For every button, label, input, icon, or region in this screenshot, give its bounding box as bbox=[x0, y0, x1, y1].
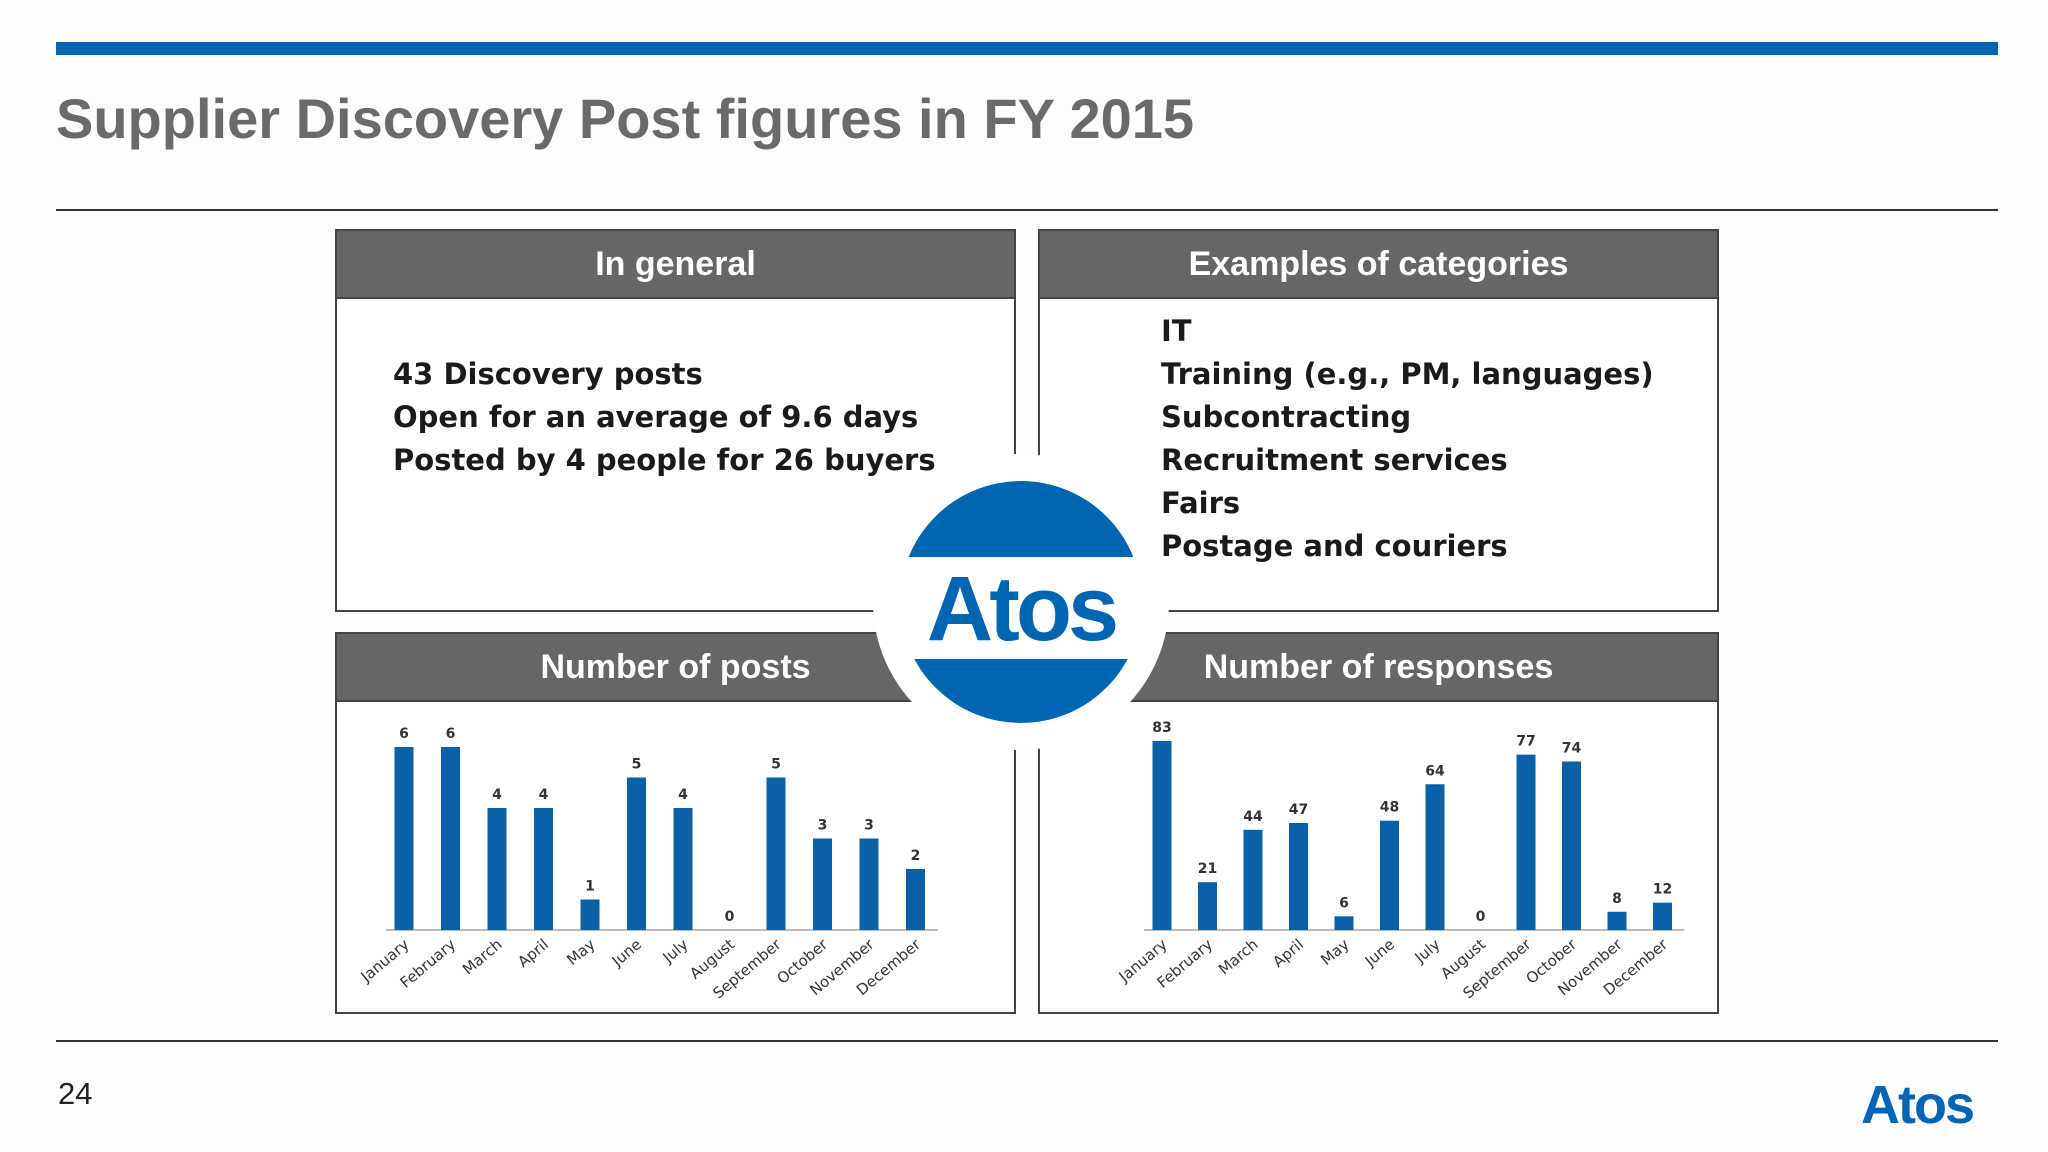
bar bbox=[1380, 820, 1399, 930]
bar bbox=[441, 747, 460, 930]
category-item: Recruitment services bbox=[1161, 443, 1508, 477]
data-label: 6 bbox=[399, 726, 409, 742]
bar bbox=[1516, 754, 1536, 930]
data-label: 6 bbox=[446, 726, 456, 742]
data-label: 77 bbox=[1516, 734, 1535, 750]
bar bbox=[580, 899, 600, 930]
responses-chart: 83January21February44March47April6May48J… bbox=[1115, 720, 1685, 1002]
bar bbox=[627, 777, 646, 930]
page-title: Supplier Discovery Post figures in FY 20… bbox=[56, 87, 1195, 150]
data-label: 74 bbox=[1562, 740, 1582, 756]
x-tick-label: May bbox=[563, 935, 598, 969]
x-tick-label: March bbox=[1215, 935, 1262, 978]
atos-footer-logo: Atos bbox=[1861, 1078, 1975, 1130]
data-label: 3 bbox=[818, 818, 828, 834]
bar bbox=[487, 808, 507, 930]
data-label: 1 bbox=[585, 879, 595, 895]
data-label: 4 bbox=[539, 787, 549, 803]
category-item: Postage and couriers bbox=[1161, 529, 1508, 563]
data-label: 48 bbox=[1380, 800, 1399, 816]
bar bbox=[1289, 822, 1308, 930]
bar bbox=[1562, 761, 1581, 930]
x-tick-label: July bbox=[1411, 935, 1444, 967]
general-list: 43 Discovery posts Open for an average o… bbox=[393, 353, 936, 482]
bar bbox=[906, 869, 925, 930]
x-tick-label: June bbox=[608, 935, 645, 970]
svg-text:Atos: Atos bbox=[1861, 1078, 1973, 1130]
bar bbox=[534, 808, 553, 930]
bar bbox=[1607, 911, 1627, 930]
general-item: Posted by 4 people for 26 buyers bbox=[393, 443, 936, 477]
x-tick-label: May bbox=[1317, 935, 1352, 969]
data-label: 83 bbox=[1152, 720, 1171, 736]
bar bbox=[1243, 829, 1263, 930]
data-label: 21 bbox=[1198, 861, 1217, 877]
categories-list: IT Training (e.g., PM, languages) Subcon… bbox=[1161, 310, 1654, 568]
bar bbox=[859, 838, 879, 930]
category-item: Training (e.g., PM, languages) bbox=[1161, 357, 1654, 391]
atos-center-logo: Atos bbox=[873, 454, 1169, 750]
data-label: 0 bbox=[1476, 909, 1486, 925]
general-header: In general bbox=[337, 231, 1014, 299]
data-label: 4 bbox=[678, 787, 688, 803]
categories-header: Examples of categories bbox=[1040, 231, 1717, 299]
top-accent-bar bbox=[56, 42, 1998, 55]
category-item: Subcontracting bbox=[1161, 400, 1412, 434]
category-item: IT bbox=[1161, 314, 1192, 348]
data-label: 6 bbox=[1339, 895, 1349, 911]
posts-chart-box: Number of posts 6 January 6 February 4 March 4… bbox=[335, 632, 1016, 1014]
bar bbox=[1425, 784, 1445, 930]
bar bbox=[1653, 902, 1672, 930]
general-item: Open for an average of 9.6 days bbox=[393, 400, 919, 434]
data-label: 5 bbox=[632, 757, 642, 773]
posts-chart: 6January6February4March4April1May5June4J… bbox=[357, 726, 938, 1002]
bar bbox=[1152, 741, 1172, 930]
page-number: 24 bbox=[58, 1076, 93, 1111]
data-label: 4 bbox=[492, 787, 502, 803]
category-item: Fairs bbox=[1161, 486, 1241, 520]
header-divider bbox=[56, 209, 1998, 211]
bar bbox=[766, 777, 786, 930]
general-box: In general 43 Discovery posts Open for a… bbox=[335, 229, 1016, 612]
data-label: 3 bbox=[864, 818, 874, 834]
footer-divider bbox=[56, 1040, 1998, 1042]
data-label: 0 bbox=[725, 909, 735, 925]
data-label: 8 bbox=[1612, 891, 1622, 907]
data-label: 12 bbox=[1653, 882, 1672, 898]
x-tick-label: June bbox=[1361, 935, 1398, 970]
x-tick-label: March bbox=[459, 935, 506, 978]
x-tick-label: July bbox=[659, 935, 692, 967]
data-label: 44 bbox=[1243, 809, 1263, 825]
x-tick-label: April bbox=[514, 935, 552, 971]
bar bbox=[394, 747, 414, 930]
x-tick-label: April bbox=[1269, 935, 1307, 971]
categories-box: Examples of categories IT Training (e.g.… bbox=[1038, 229, 1719, 612]
data-label: 5 bbox=[771, 757, 781, 773]
data-label: 47 bbox=[1289, 802, 1308, 818]
bar bbox=[673, 808, 693, 930]
svg-text:Atos: Atos bbox=[927, 558, 1116, 660]
data-label: 64 bbox=[1425, 763, 1445, 779]
data-label: 2 bbox=[911, 848, 921, 864]
general-item: 43 Discovery posts bbox=[393, 357, 703, 391]
bar bbox=[813, 838, 832, 930]
bar bbox=[1198, 882, 1217, 930]
bar bbox=[1334, 916, 1354, 930]
